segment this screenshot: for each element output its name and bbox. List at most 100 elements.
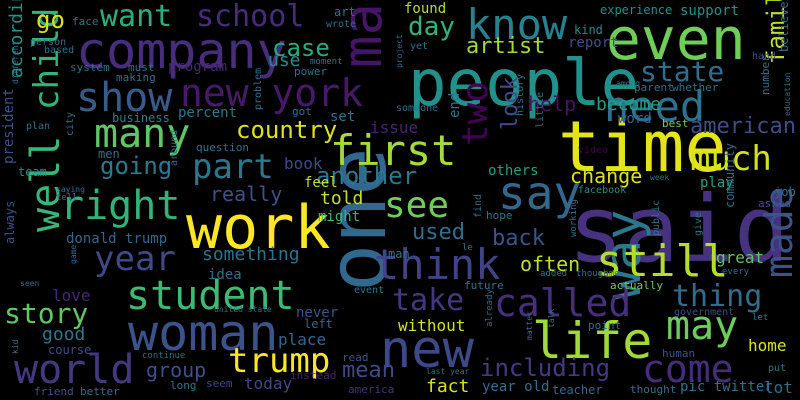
word: first — [330, 126, 457, 175]
word: came — [598, 269, 620, 279]
word: feel — [304, 175, 338, 191]
word: human — [662, 347, 696, 360]
word: making — [116, 71, 156, 84]
word: friend — [34, 385, 74, 398]
word: might — [318, 209, 361, 225]
word: among — [616, 79, 641, 88]
word: thing — [672, 279, 763, 314]
word: face — [72, 15, 99, 28]
word: read — [342, 351, 369, 364]
word: moment — [310, 57, 343, 67]
word: art — [334, 5, 356, 19]
word: year — [94, 239, 176, 279]
word: change — [570, 164, 643, 188]
word: hand — [752, 51, 777, 62]
word: future — [464, 279, 504, 292]
word: question — [196, 141, 249, 154]
word: talk — [547, 308, 556, 328]
word: long — [170, 379, 197, 392]
word: problem — [253, 67, 264, 110]
word: believe — [777, 1, 791, 52]
word: new york — [180, 71, 364, 115]
word: le — [462, 243, 473, 253]
word: woman — [128, 304, 279, 362]
word: something — [202, 244, 300, 265]
word: play — [700, 175, 734, 191]
word: fact — [426, 376, 470, 397]
word: another — [316, 162, 418, 190]
word: always — [3, 200, 17, 244]
word: men — [98, 147, 120, 161]
word: left — [304, 317, 333, 331]
word: go — [36, 6, 65, 34]
word: issue — [370, 118, 419, 137]
word: someone — [396, 103, 439, 114]
word: last year — [426, 367, 470, 376]
word: mean — [342, 358, 395, 383]
word: already — [485, 289, 495, 327]
word: whether — [672, 81, 719, 94]
word: little — [535, 91, 546, 128]
word: without — [398, 316, 466, 335]
word: plan — [26, 121, 51, 132]
word: end — [447, 92, 463, 118]
word: system — [70, 61, 110, 74]
word: said — [568, 176, 790, 283]
word: become — [596, 94, 662, 115]
word: every — [722, 267, 750, 277]
word: experience — [600, 3, 673, 17]
word: artist — [466, 34, 546, 59]
word: best — [662, 117, 689, 130]
word: wrote — [326, 19, 357, 30]
word: yet — [410, 41, 429, 52]
word: back — [492, 226, 545, 251]
word: america — [348, 383, 395, 396]
word: donald trump — [66, 231, 168, 247]
word: place — [278, 330, 327, 349]
word: week — [650, 173, 670, 182]
word: people — [408, 47, 640, 121]
word: better — [80, 385, 120, 398]
word: program — [168, 59, 228, 75]
word: never — [296, 305, 339, 321]
word: come — [642, 347, 734, 391]
word: need — [604, 82, 706, 131]
word: kid — [11, 339, 20, 354]
word: use — [268, 50, 301, 71]
word: united state — [214, 305, 272, 314]
word: really — [210, 182, 283, 206]
word: business — [112, 111, 170, 125]
word: continue — [142, 351, 186, 361]
word: man — [388, 247, 410, 261]
word: told — [320, 188, 364, 209]
word: take — [392, 283, 465, 318]
word: thought — [630, 383, 677, 396]
word: matter — [525, 311, 534, 340]
word: school — [196, 0, 305, 34]
word: pic twitter — [680, 379, 773, 395]
word: hope — [486, 209, 513, 222]
word: two — [455, 80, 496, 146]
word: game — [69, 244, 78, 264]
word: video — [578, 145, 609, 156]
word: word — [618, 111, 652, 127]
word: report — [568, 35, 619, 51]
word: home — [748, 336, 787, 355]
word: american — [690, 114, 796, 139]
word: point — [588, 319, 622, 332]
word: student — [126, 273, 295, 319]
word: even — [606, 5, 746, 73]
word: say — [498, 166, 582, 220]
word: support — [680, 3, 740, 19]
word: life — [532, 312, 653, 370]
word: president — [1, 88, 17, 164]
word: today — [244, 374, 293, 393]
word: well — [23, 135, 69, 232]
word: company — [76, 22, 287, 80]
word: seem — [206, 377, 233, 390]
word: different — [11, 40, 20, 84]
word: case — [272, 34, 330, 62]
word: great — [716, 248, 765, 267]
word: history — [515, 73, 526, 116]
